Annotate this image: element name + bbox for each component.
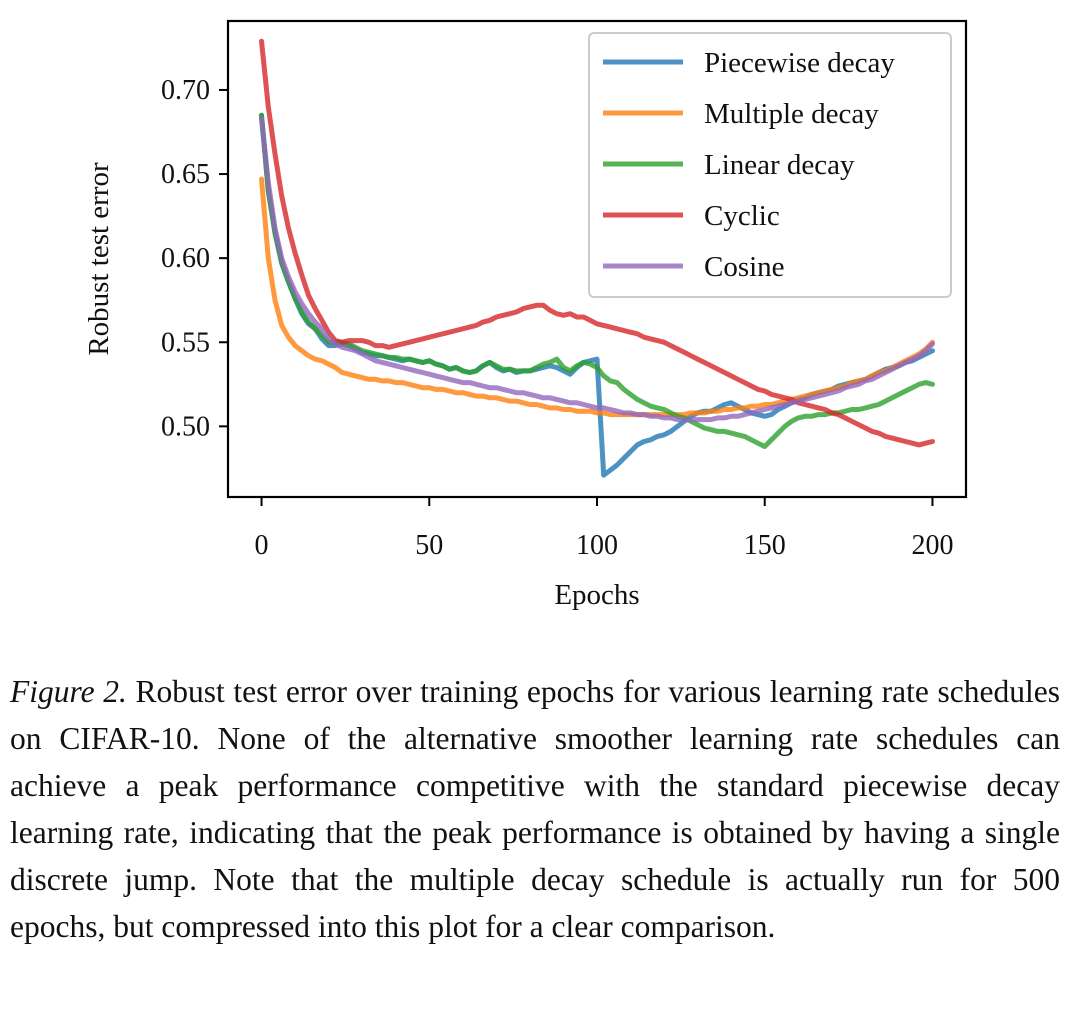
series-line-2 bbox=[259, 112, 935, 449]
y-tick-label: 0.70 bbox=[161, 75, 210, 106]
legend: Piecewise decay Multiple decay Linear deca… bbox=[588, 32, 952, 298]
x-tick-label: 200 bbox=[911, 530, 953, 561]
x-tick-label: 0 bbox=[255, 530, 269, 561]
y-tick-label: 0.55 bbox=[161, 327, 210, 358]
x-tick-label: 50 bbox=[415, 530, 443, 561]
series-layer bbox=[259, 38, 935, 478]
series-line-1 bbox=[259, 176, 935, 418]
y-tick-label: 0.60 bbox=[161, 243, 210, 274]
series-line-4 bbox=[259, 116, 935, 423]
y-tick-label: 0.50 bbox=[161, 411, 210, 442]
legend-label-3: Cyclic bbox=[704, 200, 780, 232]
legend-label-4: Cosine bbox=[704, 251, 785, 283]
figure-caption: Figure 2. Robust test error over trainin… bbox=[10, 668, 1060, 950]
x-tick-label: 150 bbox=[744, 530, 786, 561]
figure: 0 50 100 150 200 0.50 0.55 0.60 0.65 0.70 Epochs… bbox=[83, 19, 968, 611]
series-line-3 bbox=[259, 38, 935, 448]
x-axis-title: Epochs bbox=[554, 579, 639, 611]
legend-label-2: Linear decay bbox=[704, 149, 855, 181]
caption-text: Robust test error over training epochs f… bbox=[10, 674, 1060, 944]
x-axis: 0 50 100 150 200 bbox=[255, 497, 953, 561]
caption-label: Figure 2. bbox=[10, 674, 127, 709]
y-axis-title: Robust test error bbox=[83, 162, 115, 356]
legend-label-0: Piecewise decay bbox=[704, 47, 895, 79]
chart: 0 50 100 150 200 0.50 0.55 0.60 0.65 0.70 Epochs… bbox=[83, 19, 968, 611]
legend-label-1: Multiple decay bbox=[704, 98, 879, 130]
x-tick-label: 100 bbox=[576, 530, 618, 561]
y-axis: 0.50 0.55 0.60 0.65 0.70 bbox=[161, 75, 228, 442]
legend-box bbox=[588, 32, 952, 298]
y-tick-label: 0.65 bbox=[161, 159, 210, 190]
